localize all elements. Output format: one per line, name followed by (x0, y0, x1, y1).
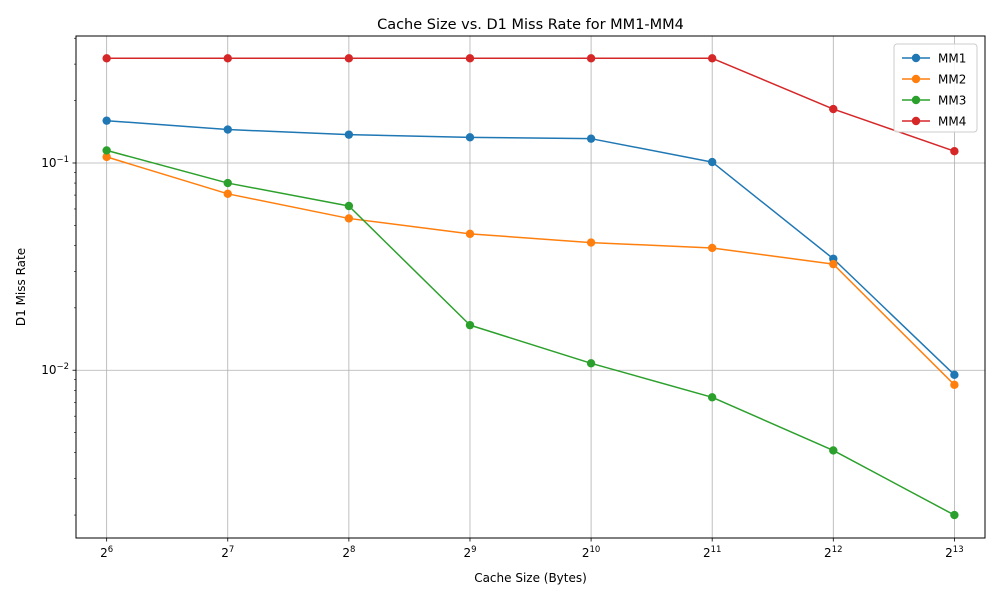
legend-marker (911, 95, 921, 105)
data-point (465, 320, 475, 330)
legend-item-mm1: MM1 (902, 52, 966, 66)
series-line-mm4 (106, 57, 955, 152)
legend-label: MM2 (938, 73, 966, 87)
legend-label: MM4 (938, 115, 966, 129)
y-axis: 10−2 10−1 (41, 37, 76, 516)
data-point (829, 446, 838, 455)
data-point (344, 130, 354, 139)
data-point (102, 146, 111, 155)
data-point (829, 259, 838, 269)
legend-marker (911, 53, 921, 63)
series-mm3 (102, 146, 959, 520)
series-line-mm1 (106, 119, 955, 376)
legend-marker (911, 116, 921, 126)
data-point (586, 54, 596, 63)
series-mm1 (102, 116, 959, 380)
data-point (223, 189, 232, 199)
data-point (950, 370, 959, 380)
data-point (223, 178, 232, 188)
x-axis: 26 27 28 29 210 211 212 213 (100, 538, 964, 560)
data-point (950, 510, 959, 520)
x-tick-label: 29 (463, 545, 476, 560)
series-line-mm3 (106, 149, 955, 516)
data-point (586, 238, 596, 247)
x-tick-label: 213 (945, 545, 963, 560)
data-point (586, 134, 596, 143)
data-point (950, 380, 959, 390)
series-line-mm2 (106, 156, 955, 386)
data-point (465, 133, 475, 142)
data-point (344, 201, 354, 211)
y-tick-label: 10−1 (41, 155, 69, 170)
series-mm2 (102, 152, 959, 390)
x-axis-title: Cache Size (Bytes) (474, 571, 587, 585)
series-layer (102, 54, 959, 520)
data-point (344, 54, 354, 63)
legend: MM1 MM2 MM3 MM4 (893, 43, 978, 133)
grid (76, 36, 985, 538)
data-point (223, 125, 232, 134)
series-mm4 (102, 54, 959, 156)
data-point (829, 104, 838, 114)
legend-marker (911, 74, 921, 84)
legend-item-mm3: MM3 (902, 94, 966, 108)
data-point (344, 214, 354, 223)
data-point (707, 393, 717, 402)
legend-item-mm4: MM4 (902, 115, 966, 129)
y-axis-title: D1 Miss Rate (14, 248, 28, 326)
plot-frame (75, 35, 986, 539)
legend-label: MM3 (938, 94, 966, 108)
data-point (465, 54, 475, 63)
y-tick-label: 10−2 (41, 362, 69, 377)
x-tick-label: 211 (703, 545, 721, 560)
x-tick-label: 212 (824, 545, 842, 560)
x-tick-label: 26 (100, 545, 113, 560)
data-point (102, 152, 111, 162)
x-tick-label: 27 (221, 545, 234, 560)
data-point (707, 54, 717, 63)
data-point (707, 243, 717, 253)
chart-title: Cache Size vs. D1 Miss Rate for MM1-MM4 (377, 17, 684, 33)
x-tick-label: 210 (582, 545, 600, 560)
legend-label: MM1 (938, 52, 966, 66)
data-point (223, 54, 232, 63)
data-point (102, 116, 111, 125)
x-tick-label: 28 (342, 545, 355, 560)
data-point (950, 146, 959, 156)
legend-item-mm2: MM2 (902, 73, 966, 87)
data-point (707, 157, 717, 167)
data-point (102, 54, 111, 63)
data-point (465, 229, 475, 239)
data-point (586, 359, 596, 368)
legend-box (893, 43, 978, 133)
